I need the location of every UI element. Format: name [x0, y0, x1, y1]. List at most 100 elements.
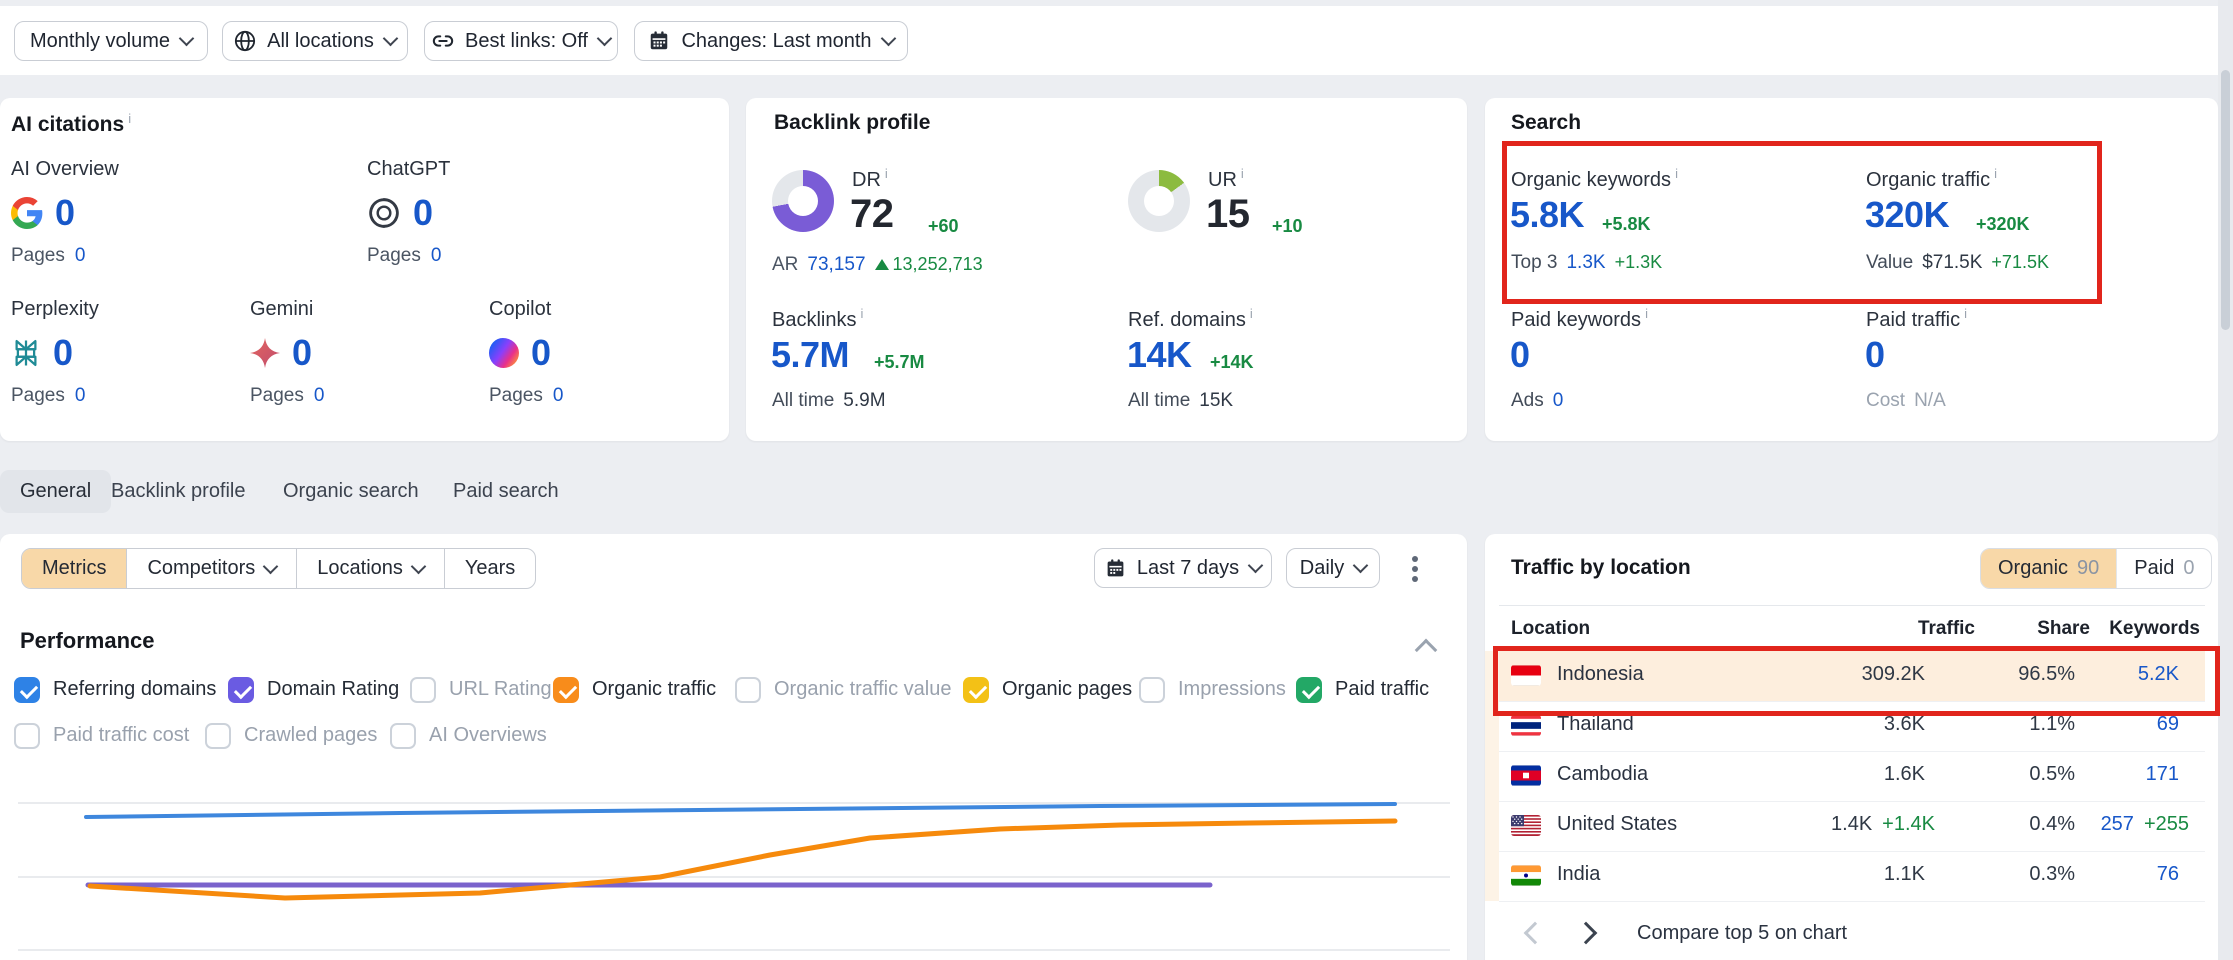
link-icon: [432, 30, 454, 52]
backlinks-alltime: All time 5.9M: [772, 390, 886, 411]
ur-delta: +10: [1272, 216, 1303, 236]
pages-value[interactable]: 0: [430, 245, 442, 266]
toggle-organic[interactable]: Organic 90: [1981, 549, 2117, 588]
tab-backlink-profile[interactable]: Backlink profile: [111, 480, 246, 502]
ai-engine-gemini: Gemini 0 Pages 0: [250, 298, 324, 407]
engine-value[interactable]: 0: [531, 332, 551, 373]
locations-dropdown[interactable]: All locations: [222, 21, 408, 61]
chevron-down-icon: [1352, 557, 1369, 574]
location-row-india[interactable]: India 1.1K 0.3% 76: [1499, 851, 2205, 902]
ads-line: Ads 0: [1511, 390, 1564, 411]
ar-label: AR: [772, 254, 799, 275]
ref-domains-value[interactable]: 14K: [1127, 334, 1192, 375]
checkbox-referring-domains[interactable]: Referring domains: [14, 676, 216, 703]
organic-traffic-value[interactable]: 320K: [1865, 194, 1950, 235]
chevron-down-icon: [1247, 557, 1264, 574]
changes-label: Changes: Last month: [681, 29, 872, 52]
monthly-volume-label: Monthly volume: [29, 29, 171, 52]
ai-engine-ai-overview: AI Overview 0 Pages 0: [11, 158, 119, 267]
paid-keywords-value[interactable]: 0: [1510, 334, 1530, 375]
date-range-label: Last 7 days: [1136, 556, 1240, 579]
engine-label: Perplexity: [11, 298, 99, 320]
tab-paid-search[interactable]: Paid search: [453, 480, 559, 502]
checkbox-organic-traffic-value[interactable]: Organic traffic value: [735, 676, 952, 703]
ur-value: 15: [1206, 192, 1250, 236]
segment-competitors[interactable]: Competitors: [126, 549, 296, 588]
pages-label: Pages: [489, 385, 543, 406]
toggle-paid[interactable]: Paid 0: [2116, 549, 2211, 588]
info-icon: [1645, 306, 1648, 321]
date-range-dropdown[interactable]: Last 7 days: [1094, 548, 1272, 588]
engine-value[interactable]: 0: [292, 332, 312, 373]
ur-donut-chart: [1128, 170, 1190, 232]
info-icon: [1241, 166, 1244, 181]
search-card: [1485, 98, 2218, 441]
compare-top5-label[interactable]: Compare top 5 on chart: [1637, 922, 1848, 944]
checkbox-paid-traffic[interactable]: Paid traffic: [1296, 676, 1429, 703]
info-icon: [885, 166, 888, 181]
backlink-profile-card: [746, 98, 1467, 441]
checkbox-paid-traffic-cost[interactable]: Paid traffic cost: [14, 722, 189, 749]
ai-citations-title: AI citations: [11, 111, 131, 137]
checkbox-domain-rating[interactable]: Domain Rating: [228, 676, 399, 703]
ref-domains-alltime: All time 15K: [1128, 390, 1234, 411]
checkbox-box: [1139, 676, 1165, 703]
flag-india: [1511, 865, 1541, 886]
more-options-kebab-icon[interactable]: [1412, 556, 1418, 562]
calendar-icon: [1105, 558, 1126, 579]
organic-traffic-delta: +320K: [1976, 214, 2030, 234]
location-row-thailand[interactable]: Thailand 3.6K 1.1% 69: [1499, 701, 2205, 752]
tab-general[interactable]: General: [0, 470, 112, 513]
location-row-indonesia[interactable]: Indonesia 309.2K 96.5% 5.2K: [1499, 651, 2205, 702]
best-links-dropdown[interactable]: Best links: Off: [424, 21, 618, 61]
checkbox-box: [553, 676, 579, 703]
segment-years[interactable]: Years: [443, 549, 535, 588]
google-icon: [11, 197, 43, 229]
location-row-cambodia[interactable]: Cambodia 1.6K 0.5% 171: [1499, 751, 2205, 802]
engine-value[interactable]: 0: [55, 192, 75, 233]
dr-delta: +60: [928, 216, 959, 236]
checkbox-box: [410, 676, 436, 703]
cost-line: Cost N/A: [1866, 390, 1946, 411]
pages-value[interactable]: 0: [313, 385, 325, 406]
info-icon: [1964, 306, 1967, 321]
flag-cambodia: [1511, 765, 1541, 786]
changes-dropdown[interactable]: Changes: Last month: [634, 21, 908, 61]
checkbox-url-rating[interactable]: URL Rating: [410, 676, 552, 703]
checkbox-organic-traffic[interactable]: Organic traffic: [553, 676, 716, 703]
engine-label: Gemini: [250, 298, 314, 320]
engine-label: ChatGPT: [367, 158, 451, 180]
backlinks-value[interactable]: 5.7M: [771, 334, 850, 375]
checkbox-crawled-pages[interactable]: Crawled pages: [205, 722, 377, 749]
checkbox-ai-overviews[interactable]: AI Overviews: [390, 722, 547, 749]
dr-value: 72: [850, 192, 894, 236]
backlinks-label: Backlinks: [772, 306, 863, 332]
calendar-icon: [648, 30, 670, 52]
ref-domains-delta: +14K: [1210, 352, 1254, 372]
scrollbar-thumb[interactable]: [2221, 70, 2230, 330]
granularity-dropdown[interactable]: Daily: [1286, 548, 1380, 588]
ai-engine-copilot: Copilot 0 Pages 0: [489, 298, 563, 407]
pages-value[interactable]: 0: [74, 245, 86, 266]
monthly-volume-dropdown[interactable]: Monthly volume: [14, 21, 208, 61]
backlinks-delta: +5.7M: [874, 352, 925, 372]
ar-value[interactable]: 73,157: [807, 254, 866, 275]
location-row-united-states[interactable]: United States 1.4K +1.4K 0.4% 257 +255: [1499, 801, 2205, 852]
organic-paid-toggle: Organic 90 Paid 0: [1980, 548, 2213, 589]
chevron-down-icon: [178, 30, 195, 47]
segment-metrics[interactable]: Metrics: [22, 549, 127, 588]
checkbox-impressions[interactable]: Impressions: [1139, 676, 1286, 703]
engine-value[interactable]: 0: [413, 192, 433, 233]
checkbox-organic-pages[interactable]: Organic pages: [963, 676, 1132, 703]
segment-locations[interactable]: Locations: [296, 549, 444, 588]
tab-organic-search[interactable]: Organic search: [283, 480, 419, 502]
engine-value[interactable]: 0: [53, 332, 73, 373]
paid-traffic-value[interactable]: 0: [1865, 334, 1885, 375]
divider: [1499, 605, 2205, 606]
gemini-icon: [250, 338, 280, 368]
organic-keywords-value[interactable]: 5.8K: [1510, 194, 1585, 235]
value-line: Value $71.5K +71.5K: [1866, 252, 2049, 273]
pages-value[interactable]: 0: [74, 385, 86, 406]
pages-value[interactable]: 0: [552, 385, 564, 406]
